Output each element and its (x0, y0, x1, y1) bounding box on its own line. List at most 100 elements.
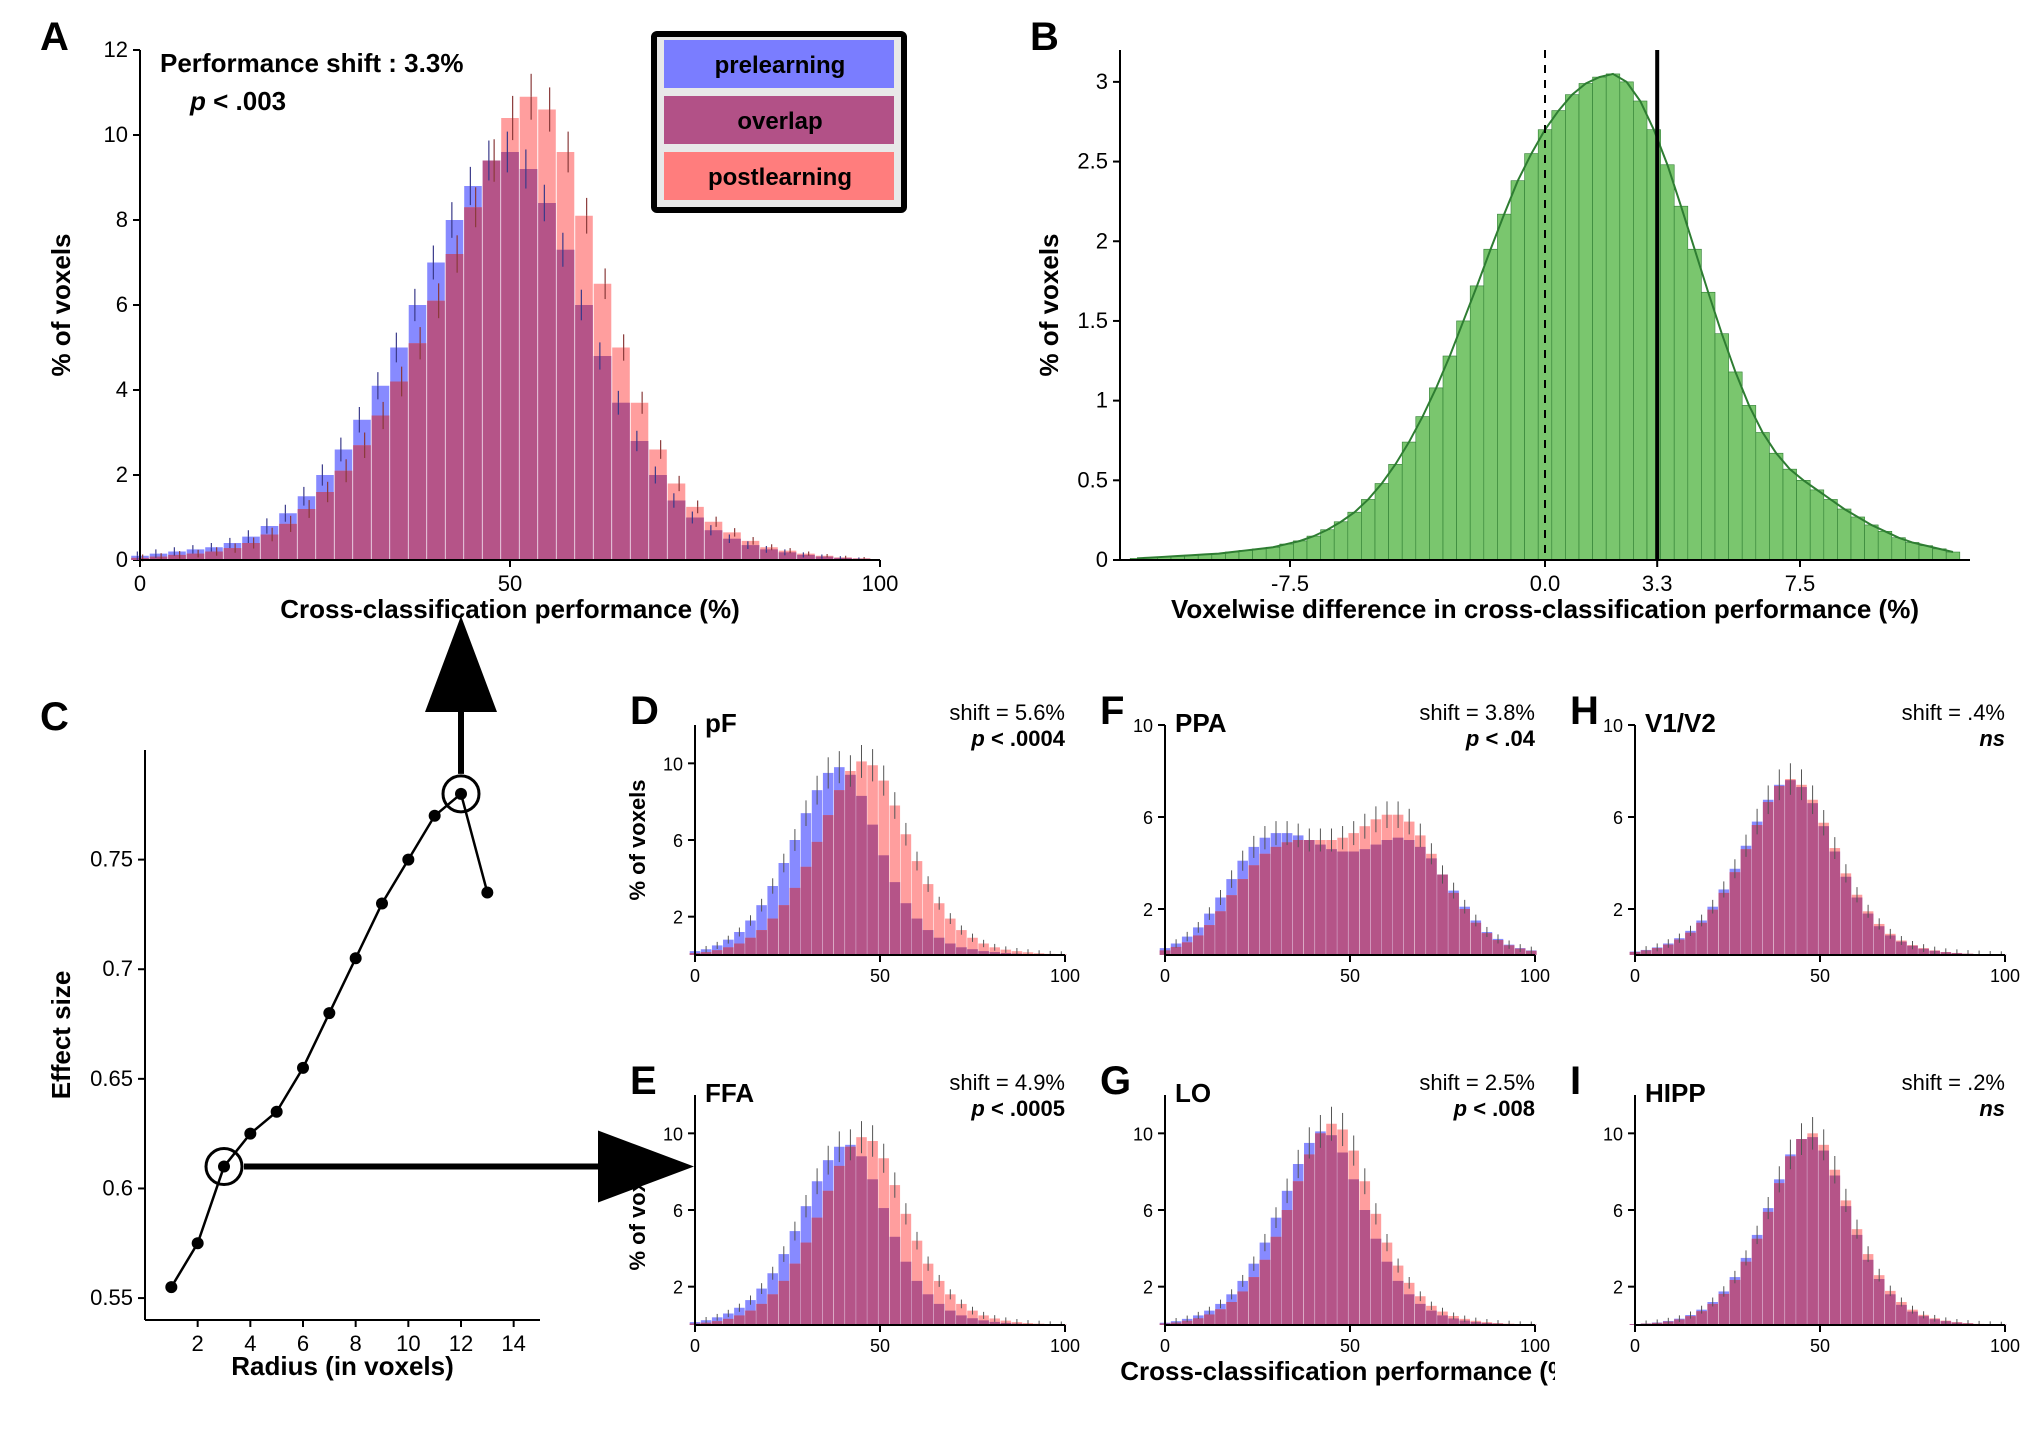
svg-text:2: 2 (673, 1278, 683, 1298)
svg-text:6: 6 (1143, 1201, 1153, 1221)
panel-letter-F: F (1100, 690, 1124, 733)
p-text: p < .0004 (970, 726, 1065, 751)
svg-text:Voxelwise difference in cross-: Voxelwise difference in cross-classifica… (1171, 594, 1919, 624)
region-label: HIPP (1645, 1078, 1706, 1108)
svg-text:0: 0 (1096, 547, 1108, 572)
svg-text:1.5: 1.5 (1077, 308, 1108, 333)
p-text: ns (1979, 1096, 2005, 1121)
svg-text:0: 0 (1630, 966, 1640, 986)
panel-letter-D: D (630, 690, 659, 733)
svg-text:0.0: 0.0 (1530, 571, 1561, 596)
svg-text:0: 0 (690, 1336, 700, 1356)
svg-text:2: 2 (192, 1331, 204, 1356)
svg-text:100: 100 (1990, 1336, 2020, 1356)
svg-text:50: 50 (1810, 966, 1830, 986)
p-text: p < .04 (1465, 726, 1536, 751)
svg-text:6: 6 (1613, 808, 1623, 828)
panel-letter-H: H (1570, 690, 1599, 733)
panel-B: -7.50.03.37.500.511.522.53Voxelwise diff… (1020, 10, 2005, 650)
svg-text:2: 2 (1143, 1278, 1153, 1298)
svg-text:0: 0 (690, 966, 700, 986)
svg-text:100: 100 (1050, 966, 1080, 986)
panel-G: 0 50 100 2 6 10 G LO shift = 2.5%p < .008 Cross-c… (1095, 1060, 1555, 1430)
svg-text:0: 0 (116, 547, 128, 572)
svg-text:50: 50 (870, 1336, 890, 1356)
svg-text:% of voxels: % of voxels (625, 779, 650, 900)
shift-text: shift = 2.5% (1419, 1070, 1535, 1095)
small-xlabel: Cross-classification performance (%) (1120, 1356, 1555, 1386)
svg-text:2: 2 (1096, 228, 1108, 253)
panel-letter-I: I (1570, 1060, 1581, 1103)
svg-text:6: 6 (1143, 808, 1153, 828)
shift-text: shift = .4% (1902, 700, 2005, 725)
panel-E: 0501002610% of voxelsEFFAshift = 4.9%p <… (625, 1060, 1085, 1430)
panel-letter-G: G (1100, 1060, 1131, 1103)
svg-text:3.3: 3.3 (1642, 571, 1673, 596)
svg-text:12: 12 (104, 37, 128, 62)
svg-text:50: 50 (1340, 1336, 1360, 1356)
svg-text:50: 50 (870, 966, 890, 986)
figure-root: 050100024681012Cross-classification perf… (0, 0, 2029, 1443)
svg-text:7.5: 7.5 (1785, 571, 1816, 596)
shift-text: shift = 3.8% (1419, 700, 1535, 725)
region-label: V1/V2 (1645, 708, 1716, 738)
svg-text:2: 2 (673, 908, 683, 928)
svg-text:% of voxels: % of voxels (625, 1149, 650, 1270)
svg-text:0.75: 0.75 (90, 847, 133, 872)
svg-text:2: 2 (1613, 1278, 1623, 1298)
svg-text:6: 6 (1613, 1201, 1623, 1221)
panel-I: 0501002610IHIPPshift = .2%ns (1565, 1060, 2025, 1430)
svg-text:2: 2 (1613, 900, 1623, 920)
panel-C: 24681012140.550.60.650.70.75Radius (in v… (30, 690, 590, 1410)
svg-text:0.5: 0.5 (1077, 467, 1108, 492)
panelA-p-text: p < .003 (189, 86, 286, 116)
region-label: LO (1175, 1078, 1211, 1108)
legend-label: postlearning (708, 164, 852, 191)
svg-text:6: 6 (116, 292, 128, 317)
region-label: FFA (705, 1078, 754, 1108)
svg-text:10: 10 (1603, 716, 1623, 736)
p-text: ns (1979, 726, 2005, 751)
svg-text:% of voxels: % of voxels (46, 233, 76, 376)
panel-D: 0 50 100 2 6 10 % of voxels DpF shift = 5.6%p < … (625, 690, 1085, 1040)
region-label: PPA (1175, 708, 1227, 738)
panel-H: 0501002610HV1/V2shift = .4%ns (1565, 690, 2025, 1040)
panel-letter-B: B (1030, 15, 1059, 59)
svg-text:10: 10 (1133, 1124, 1153, 1144)
svg-text:2.5: 2.5 (1077, 149, 1108, 174)
svg-text:0.65: 0.65 (90, 1066, 133, 1091)
svg-text:3: 3 (1096, 69, 1108, 94)
shift-text: shift = 4.9% (949, 1070, 1065, 1095)
svg-text:4: 4 (116, 377, 128, 402)
panel-F: 0501002610FPPAshift = 3.8%p < .04 (1095, 690, 1555, 1040)
svg-text:10: 10 (1133, 716, 1153, 736)
svg-text:10: 10 (104, 122, 128, 147)
shift-text: shift = .2% (1902, 1070, 2005, 1095)
svg-text:100: 100 (1520, 1336, 1550, 1356)
svg-text:Radius (in voxels): Radius (in voxels) (231, 1351, 454, 1381)
svg-text:10: 10 (663, 754, 683, 774)
svg-text:0: 0 (1160, 966, 1170, 986)
svg-text:2: 2 (1143, 900, 1153, 920)
svg-text:50: 50 (1340, 966, 1360, 986)
panelA-shift-text: Performance shift : 3.3% (160, 48, 463, 78)
legend-label: prelearning (715, 52, 846, 79)
panel-letter-E: E (630, 1060, 657, 1103)
svg-text:50: 50 (1810, 1336, 1830, 1356)
svg-text:0.55: 0.55 (90, 1285, 133, 1310)
shift-text: shift = 5.6% (949, 700, 1065, 725)
svg-text:-7.5: -7.5 (1271, 571, 1309, 596)
svg-text:0.6: 0.6 (102, 1175, 133, 1200)
panel-letter-C: C (40, 695, 69, 739)
svg-text:14: 14 (501, 1331, 525, 1356)
svg-text:0: 0 (1630, 1336, 1640, 1356)
svg-text:Effect size: Effect size (46, 971, 76, 1100)
region-label: pF (705, 708, 737, 738)
svg-text:100: 100 (1050, 1336, 1080, 1356)
svg-text:2: 2 (116, 462, 128, 487)
p-text: p < .008 (1453, 1096, 1535, 1121)
svg-text:Cross-classification performan: Cross-classification performance (%) (280, 594, 739, 624)
svg-text:6: 6 (673, 831, 683, 851)
svg-text:0: 0 (1160, 1336, 1170, 1356)
svg-text:6: 6 (673, 1201, 683, 1221)
